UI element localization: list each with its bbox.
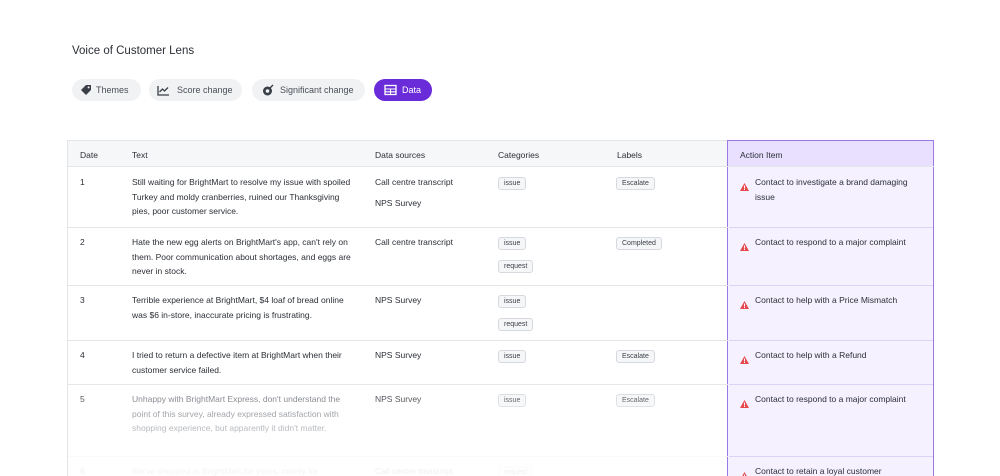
category-chip: issue (498, 177, 527, 190)
action-column (727, 140, 934, 476)
column-header: Labels (617, 150, 643, 160)
text-cell: Terrible experience at BrightMart, $4 lo… (132, 295, 344, 320)
page-title: Voice of Customer Lens (72, 45, 195, 57)
warning-icon (740, 467, 749, 476)
row-line-action (729, 340, 933, 341)
warning-icon (740, 238, 749, 251)
warning-triangle (740, 400, 749, 408)
source-cell: NPS Survey (375, 198, 422, 208)
text-cell: Hate the new egg alerts on BrightMart's … (132, 237, 351, 276)
action-cell: Contact to help with a Price Mismatch (755, 295, 898, 305)
tab-score-change[interactable]: Score change (149, 79, 242, 101)
warning-triangle (740, 183, 749, 191)
category-chip: request (498, 318, 534, 331)
warning-icon (740, 395, 749, 408)
tab-label: Themes (96, 85, 129, 95)
row-line (68, 227, 728, 228)
warning-triangle (740, 356, 749, 364)
column-header: Categories (498, 150, 540, 160)
source-cell: Call centre transcript (375, 237, 453, 247)
date-cell: 4 (80, 350, 85, 360)
data-table: Date Text Data sources Categories Labels Acti… (67, 140, 934, 476)
row-line (68, 285, 728, 286)
label-chip: Escalate (616, 350, 655, 363)
column-header: Data sources (375, 150, 426, 160)
source-cell: Call centre transcript (375, 177, 453, 187)
row-line (68, 340, 728, 341)
action-header-bg (728, 141, 933, 166)
action-cell: Contact to respond to a major complaint (755, 237, 906, 247)
warning-icon (740, 178, 749, 191)
tab-label: Significant change (280, 85, 354, 95)
tab-themes[interactable]: Themes (72, 79, 141, 101)
action-cell: Contact to respond to a major complaint (755, 394, 906, 404)
tab-significant-change[interactable]: Significant change (252, 79, 365, 101)
row-line-action (729, 456, 933, 457)
row-line-action (729, 227, 933, 228)
row-line-action (729, 384, 933, 385)
source-cell: NPS Survey (375, 350, 422, 360)
column-header: Date (80, 150, 98, 160)
tab-data[interactable]: Data (374, 79, 432, 101)
text-cell: I tried to return a defective item at Br… (132, 350, 342, 375)
category-chip: issue (498, 295, 527, 308)
tab-label: Score change (177, 85, 233, 95)
action-cell: Contact to retain a loyal customer (755, 466, 882, 476)
category-chip: request (498, 260, 534, 273)
row-line-action (729, 285, 933, 286)
date-cell: 3 (80, 295, 85, 305)
category-chip: issue (498, 350, 527, 363)
fade-overlay (68, 381, 727, 476)
action-cell: Contact to help with a Refund (755, 350, 867, 360)
date-cell: 1 (80, 177, 85, 187)
tab-label: Data (402, 85, 422, 95)
source-cell: NPS Survey (375, 295, 422, 305)
header-line (68, 166, 934, 167)
action-cell: Contact to investigate a brand damaging … (755, 177, 908, 202)
column-header: Text (132, 150, 148, 160)
label-chip: Escalate (616, 177, 655, 190)
warning-triangle (742, 472, 747, 476)
column-header: Action Item (740, 150, 783, 160)
label-chip: Completed (616, 237, 662, 250)
warning-icon (740, 296, 749, 309)
warning-icon (740, 351, 749, 364)
date-cell: 2 (80, 237, 85, 247)
warning-triangle (740, 243, 749, 251)
text-cell: Still waiting for BrightMart to resolve … (132, 177, 351, 216)
category-chip: issue (498, 237, 527, 250)
warning-triangle (740, 301, 749, 309)
